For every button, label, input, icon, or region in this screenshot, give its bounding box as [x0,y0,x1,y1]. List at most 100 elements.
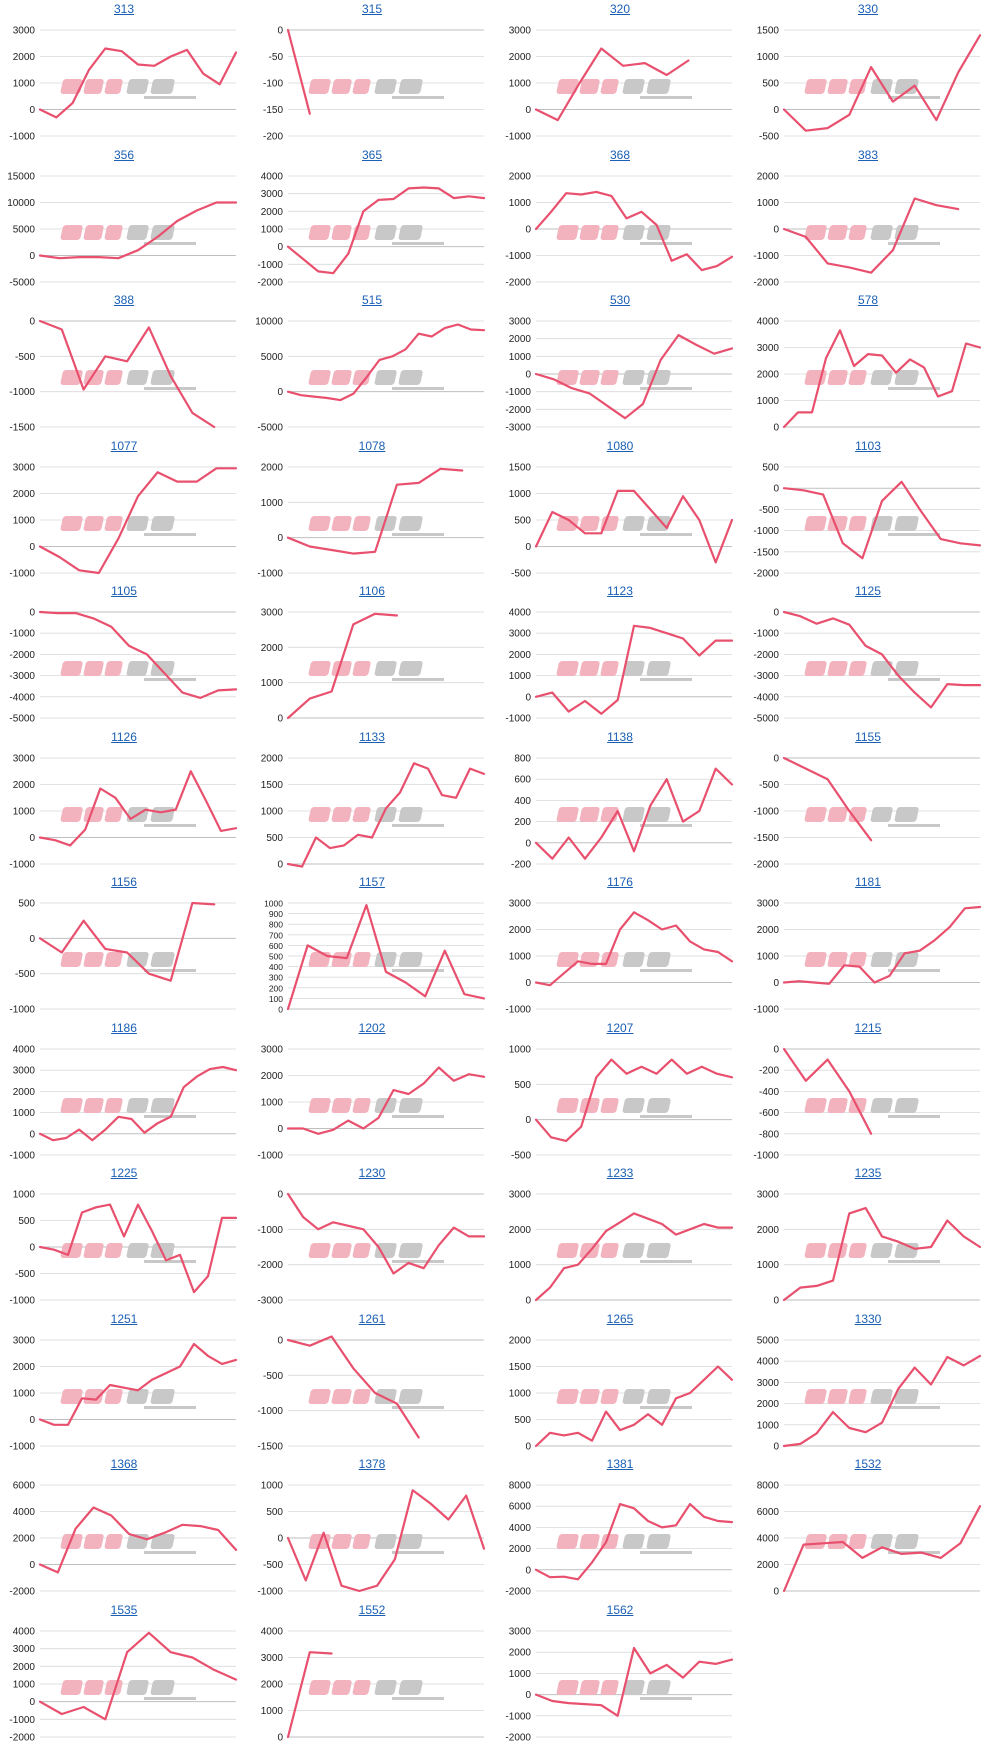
chart-panel: 1235 3000 2000 1000 0 [744,1164,992,1309]
chart-title-link[interactable]: 1251 [110,1312,138,1326]
y-tick-label: 2000 [757,1225,780,1236]
line-chart: 3000 2000 1000 0 -1000 [753,899,982,1016]
chart-title-link[interactable]: 1157 [359,875,385,889]
y-tick-label: 1500 [509,463,532,474]
watermark-logo [60,370,196,390]
series-line [782,1047,873,1135]
chart-title-link[interactable]: 1133 [359,730,385,744]
chart-title-link[interactable]: 1106 [359,584,385,598]
y-tick-label: -3000 [753,671,779,682]
line-chart: 3000 2000 1000 0 -1000 -2000 -3000 [505,317,734,434]
chart-title-link[interactable]: 1138 [607,730,633,744]
series-line [286,612,398,720]
chart-title-link[interactable]: 1155 [855,730,881,744]
y-tick-label: -1500 [753,833,779,844]
chart-title-link[interactable]: 1078 [358,439,386,453]
chart-title-link[interactable]: 578 [857,293,879,307]
chart-title-link[interactable]: 1176 [607,875,633,889]
chart-title-link[interactable]: 388 [113,293,135,307]
y-tick-label: 4000 [509,608,532,619]
line-chart: 1000 500 0 -500 -1000 [9,1190,238,1307]
chart-title-link[interactable]: 1156 [111,875,137,889]
chart-title-link[interactable]: 1233 [606,1166,634,1180]
series-line [286,1489,486,1593]
chart-title-link[interactable]: 1230 [358,1166,386,1180]
chart-title-link[interactable]: 1207 [606,1021,634,1035]
chart-title-link[interactable]: 1215 [854,1021,882,1035]
y-tick-label: 0 [29,542,35,553]
chart-title-link[interactable]: 1261 [358,1312,386,1326]
chart-title-link[interactable]: 1378 [358,1457,386,1471]
chart-title-link[interactable]: 365 [361,148,383,162]
y-tick-label: -1000 [505,714,531,725]
chart-title-link[interactable]: 1181 [855,875,881,889]
y-tick-label: 1000 [757,396,780,407]
line-chart: 3000 2000 1000 0 -1000 [9,754,238,871]
chart-title-link[interactable]: 1235 [854,1166,882,1180]
chart-panel: 1562 3000 2000 1000 0 -1000 -2000 [496,1601,744,1746]
series-line [286,28,311,115]
y-tick-label: 0 [29,1243,35,1254]
chart-title-link[interactable]: 1535 [110,1603,138,1617]
y-tick-label: 3000 [757,343,780,354]
chart-title-link[interactable]: 1562 [606,1603,634,1617]
chart-title-link[interactable]: 1105 [111,584,137,598]
chart-title-link[interactable]: 530 [609,293,631,307]
chart-title-link[interactable]: 330 [857,2,879,16]
chart-title-link[interactable]: 515 [361,293,383,307]
chart-title-link[interactable]: 1123 [607,584,633,598]
chart-title-link[interactable]: 320 [609,2,631,16]
chart-title-link[interactable]: 1381 [606,1457,634,1471]
y-tick-label: 5000 [13,225,36,236]
chart-title-link[interactable]: 1077 [110,439,138,453]
y-tick-label: 0 [525,1296,531,1307]
chart-title-link[interactable]: 1552 [358,1603,386,1617]
series-line [38,901,216,982]
chart-panel: 320 3000 2000 1000 0 -1000 [496,0,744,145]
chart-title-link[interactable]: 1125 [855,584,881,598]
y-tick-label: 1000 [757,1420,780,1431]
line-chart: 0 -500 -1000 -1500 -2000 [753,754,980,871]
y-tick-label: 0 [277,533,283,544]
chart-title-link[interactable]: 368 [609,148,631,162]
chart-panel: 578 4000 3000 2000 1000 0 [744,291,992,436]
y-tick-label: 3000 [509,26,532,37]
chart-title-link[interactable]: 1103 [855,439,881,453]
series-line [38,770,238,847]
y-tick-label: -2000 [753,569,779,580]
series-line [534,333,734,420]
y-tick-label: 3000 [509,629,532,640]
chart-title-link[interactable]: 1330 [854,1312,882,1326]
line-chart: 10000 5000 0 -5000 [255,317,486,434]
chart-title-link[interactable]: 1265 [606,1312,634,1326]
chart-panel: 1225 1000 500 0 -500 -1000 [0,1164,248,1309]
y-tick-label: 2000 [13,1087,36,1098]
chart-panel: 1381 8000 6000 4000 2000 0 -2000 [496,1455,744,1600]
chart-panel: 1126 3000 2000 1000 0 -1000 [0,728,248,873]
chart-panel: 1176 3000 2000 1000 0 -1000 [496,873,744,1018]
chart-title-link[interactable]: 1368 [110,1457,138,1471]
chart-title-link[interactable]: 313 [113,2,135,16]
chart-panel: 1138 800 600 400 200 0 -200 [496,728,744,873]
chart-title-link[interactable]: 1225 [110,1166,138,1180]
line-chart: 0 -1000 -2000 -3000 -4000 -5000 [9,608,238,725]
y-tick-label: 2000 [261,463,284,474]
chart-title-link[interactable]: 1202 [358,1021,386,1035]
y-tick-label: 0 [773,754,779,765]
chart-panel: 530 3000 2000 1000 0 -1000 -2000 -3000 [496,291,744,436]
series-line [782,1505,982,1593]
chart-title-link[interactable]: 1126 [111,730,137,744]
watermark-logo [804,807,940,827]
chart-title-link[interactable]: 1080 [606,439,634,453]
chart-title-link[interactable]: 1532 [854,1457,882,1471]
chart-title-link[interactable]: 383 [857,148,879,162]
chart-title-link[interactable]: 356 [113,148,135,162]
y-tick-label: 8000 [509,1481,532,1492]
chart-title-link[interactable]: 315 [361,2,383,16]
chart-title-link[interactable]: 1186 [111,1021,137,1035]
chart-panel: 1368 6000 4000 2000 0 -2000 [0,1455,248,1600]
y-tick-label: 4000 [13,1627,36,1638]
y-tick-label: 2000 [757,1560,780,1571]
y-tick-label: 300 [269,973,283,983]
y-tick-label: 1000 [261,1481,284,1492]
